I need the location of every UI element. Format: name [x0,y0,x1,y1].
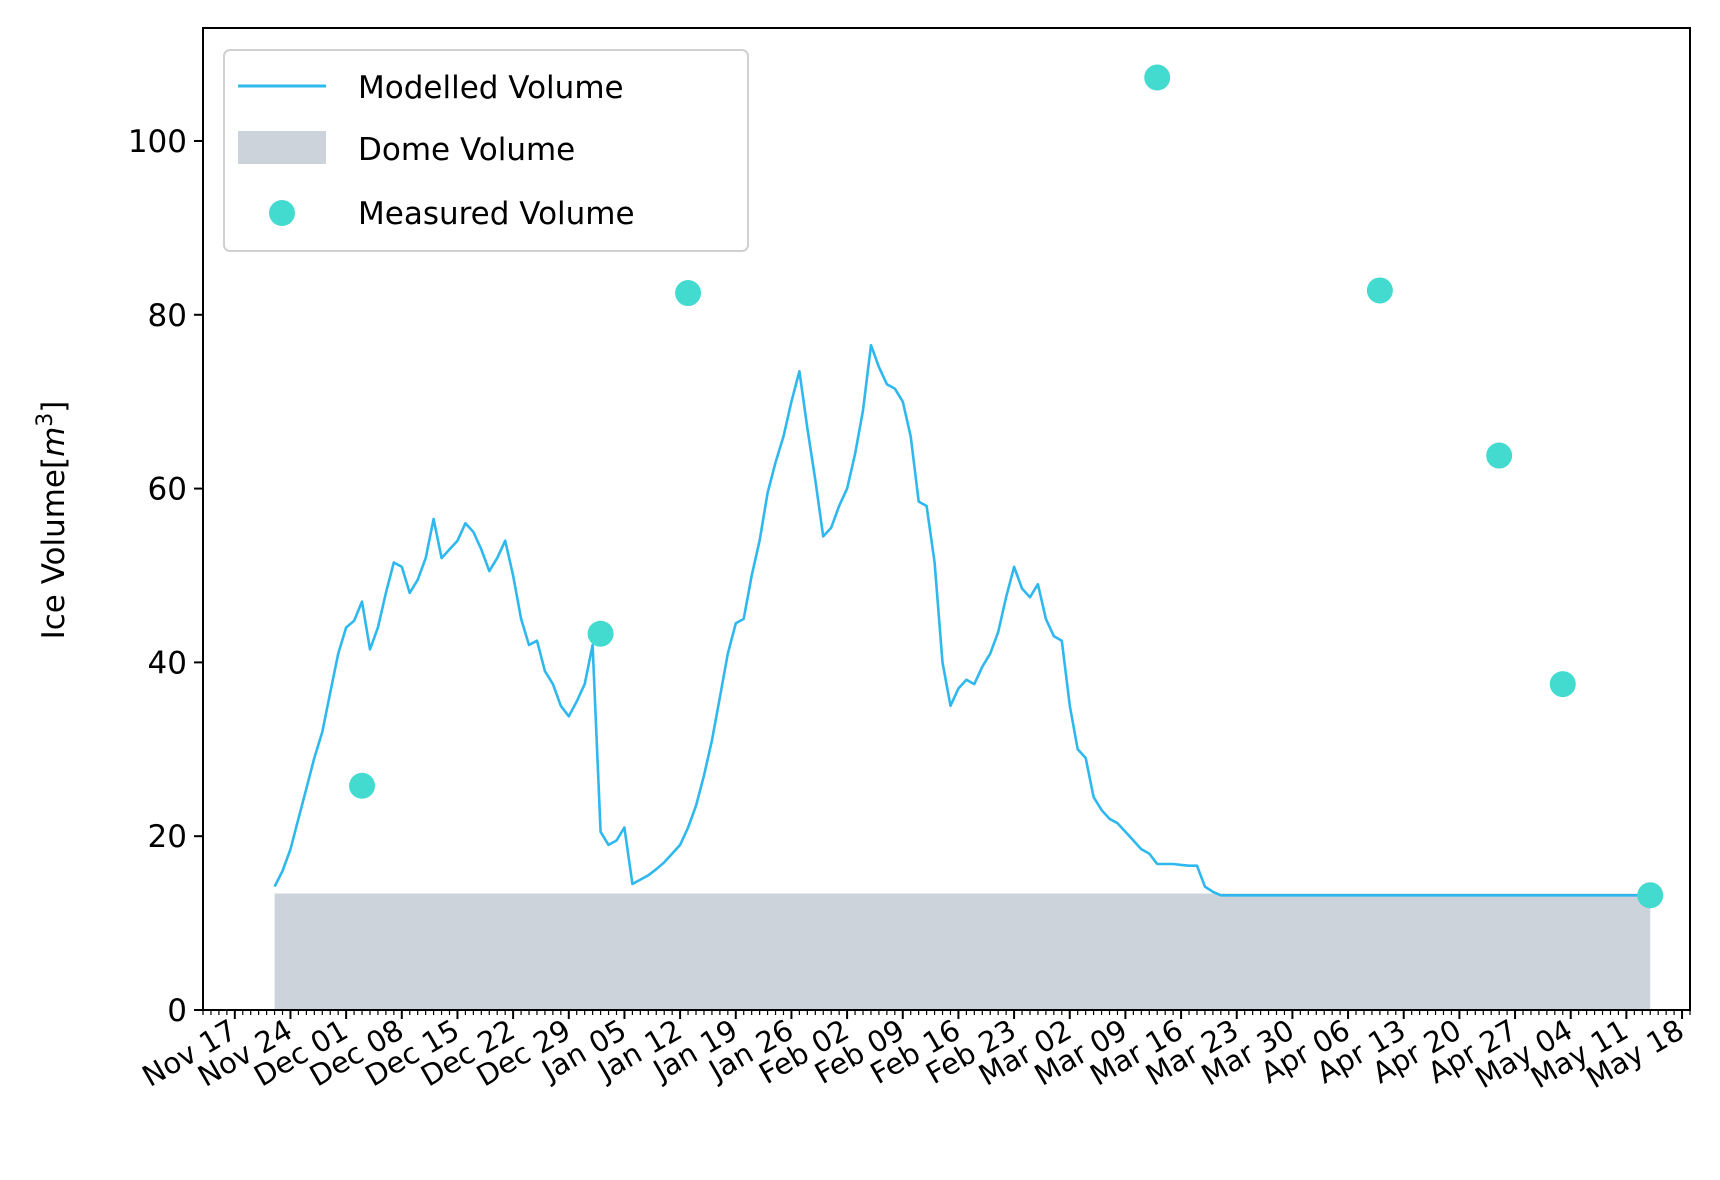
legend: Modelled Volume Dome Volume Measured Vol… [223,49,749,252]
legend-label-dome-volume: Dome Volume [358,132,575,168]
y-tick-label-20: 20 [148,819,187,855]
dome-volume-area [274,893,1651,1010]
legend-area-swatch [238,131,326,164]
y-tick-label-40: 40 [148,645,187,681]
y-tick-label-100: 100 [128,124,187,160]
plot-area [273,64,1664,1010]
plot-frame [202,27,1691,1011]
legend-label-modelled-volume: Modelled Volume [358,70,624,106]
y-tick-label-60: 60 [148,472,187,508]
legend-dot-swatch [269,200,295,226]
measured-volume-point-2 [587,620,614,647]
y-tick-label-80: 80 [148,298,187,334]
measured-volume-point-8 [1637,882,1664,909]
measured-volume-point-5 [1366,277,1393,304]
measured-volume-point-6 [1486,442,1513,469]
legend-label-measured-volume: Measured Volume [358,196,635,232]
y-axis-label: Ice Volume[m3] [33,401,72,640]
modelled-volume-line [273,343,1651,897]
y-tick-label-0: 0 [167,993,187,1029]
measured-volume-point-1 [349,772,376,799]
measured-volume-point-7 [1549,671,1576,698]
measured-volume-point-3 [675,280,702,307]
measured-volume-point-4 [1144,64,1171,91]
legend-frame [223,49,749,252]
